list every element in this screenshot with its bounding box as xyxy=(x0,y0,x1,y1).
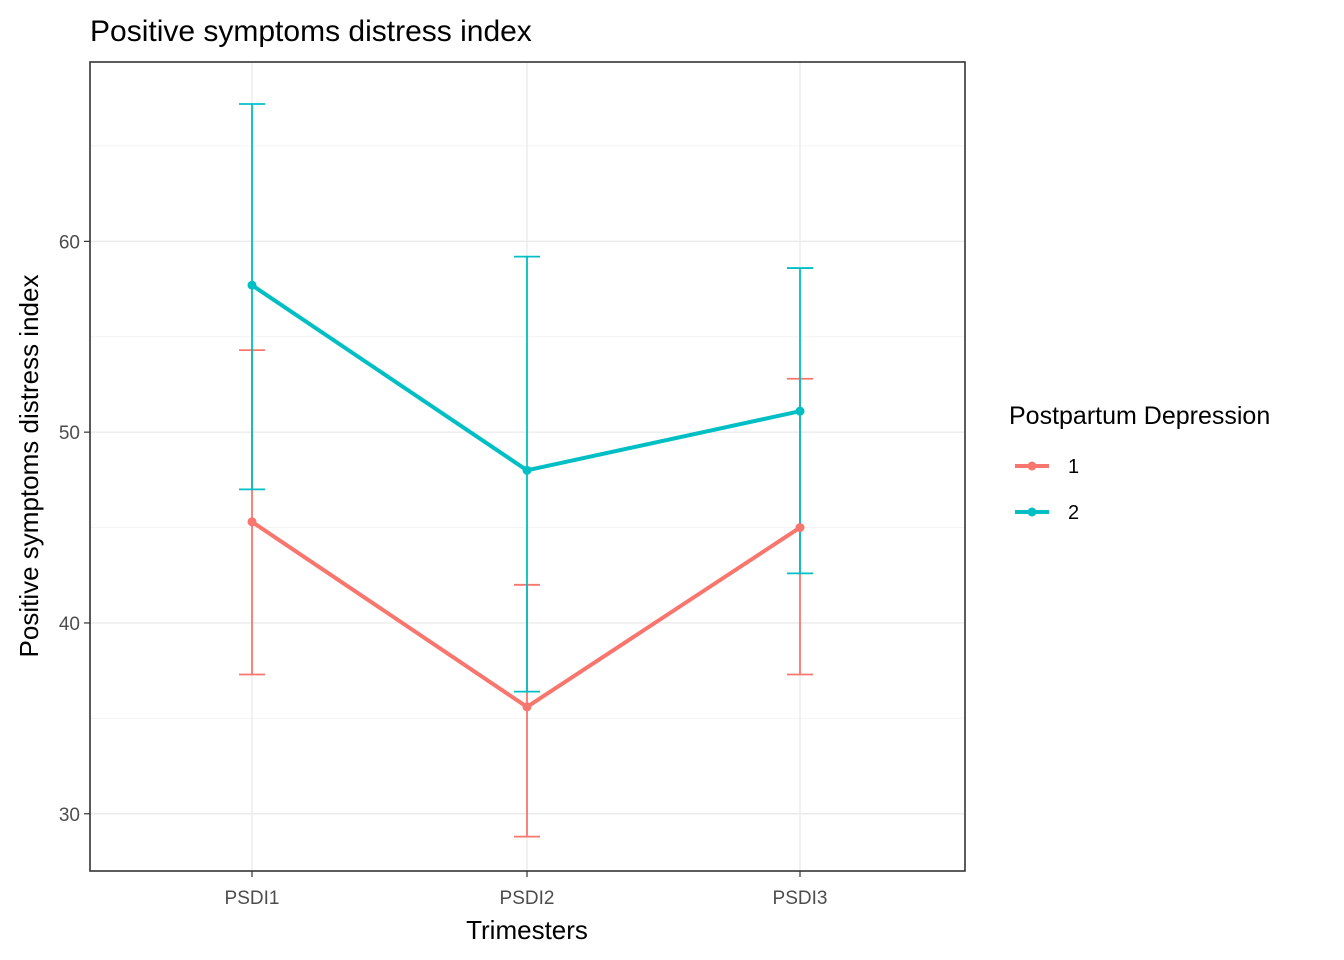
y-axis: 30 40 50 60 xyxy=(59,232,90,826)
series-line-2 xyxy=(250,283,801,473)
series-lines xyxy=(250,283,802,709)
data-point-series-2 xyxy=(247,280,257,290)
chart-title: Positive symptoms distress index xyxy=(90,15,532,48)
series-line-1 xyxy=(250,520,802,709)
legend-key-point-2 xyxy=(1027,507,1037,517)
series-points xyxy=(247,280,805,712)
data-point-series-1 xyxy=(795,523,805,533)
legend-key-point-1 xyxy=(1027,461,1037,471)
x-axis: PSDI1 PSDI2 PSDI3 xyxy=(225,871,828,909)
legend-label-2: 2 xyxy=(1068,502,1079,524)
data-point-series-2 xyxy=(522,465,532,475)
data-point-series-1 xyxy=(522,702,532,712)
legend-label-1: 1 xyxy=(1068,456,1079,478)
x-axis-title: Trimesters xyxy=(466,915,588,945)
x-tick-label: PSDI3 xyxy=(773,888,828,909)
x-tick-label: PSDI2 xyxy=(500,888,555,909)
y-tick-label: 30 xyxy=(59,805,80,826)
legend: Postpartum Depression 1 2 xyxy=(1009,402,1270,524)
y-tick-label: 50 xyxy=(59,423,80,444)
y-tick-label: 40 xyxy=(59,614,80,635)
legend-title: Postpartum Depression xyxy=(1009,402,1270,430)
y-axis-title: Positive symptoms distress index xyxy=(14,275,44,658)
data-point-series-2 xyxy=(795,406,805,416)
data-point-series-1 xyxy=(247,517,257,527)
y-tick-label: 60 xyxy=(59,232,80,253)
x-tick-label: PSDI1 xyxy=(225,888,280,909)
